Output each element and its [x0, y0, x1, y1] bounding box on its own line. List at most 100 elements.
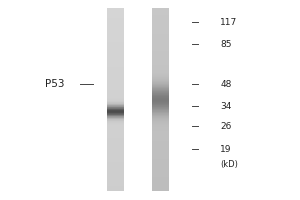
Text: 26: 26: [220, 122, 232, 131]
Bar: [107, 84, 124, 85]
Bar: [152, 88, 169, 89]
Bar: [107, 125, 124, 126]
Bar: [107, 8, 124, 9]
Bar: [107, 135, 124, 136]
Bar: [152, 184, 169, 185]
Bar: [152, 174, 169, 175]
Bar: [152, 25, 169, 26]
Bar: [107, 173, 124, 174]
Bar: [152, 71, 169, 72]
Bar: [107, 187, 124, 188]
Bar: [152, 87, 169, 88]
Bar: [107, 46, 124, 47]
Bar: [107, 65, 124, 66]
Bar: [107, 80, 124, 81]
Bar: [152, 110, 169, 111]
Bar: [107, 48, 124, 49]
Bar: [152, 64, 169, 65]
Bar: [107, 61, 124, 62]
Bar: [152, 99, 169, 100]
Bar: [107, 184, 124, 185]
Bar: [152, 85, 169, 86]
Bar: [152, 15, 169, 16]
Bar: [107, 96, 124, 97]
Bar: [152, 50, 169, 51]
Bar: [152, 81, 169, 82]
Bar: [107, 102, 124, 103]
Bar: [152, 150, 169, 151]
Bar: [107, 38, 124, 39]
Bar: [152, 178, 169, 179]
Bar: [152, 175, 169, 176]
Bar: [152, 30, 169, 31]
Bar: [152, 117, 169, 118]
Bar: [152, 169, 169, 170]
Bar: [152, 152, 169, 153]
Bar: [107, 64, 124, 65]
Bar: [152, 72, 169, 73]
Bar: [107, 62, 124, 63]
Bar: [107, 128, 124, 129]
Bar: [152, 24, 169, 25]
Bar: [107, 176, 124, 177]
Bar: [152, 114, 169, 115]
Bar: [152, 139, 169, 140]
Bar: [152, 44, 169, 45]
Bar: [152, 97, 169, 98]
Bar: [107, 177, 124, 178]
Bar: [152, 12, 169, 13]
Bar: [107, 168, 124, 169]
Bar: [107, 20, 124, 21]
Bar: [152, 58, 169, 59]
Bar: [107, 97, 124, 98]
Bar: [152, 133, 169, 134]
Bar: [152, 79, 169, 80]
Bar: [107, 57, 124, 58]
Bar: [107, 50, 124, 51]
Bar: [107, 85, 124, 86]
Bar: [152, 189, 169, 190]
Bar: [152, 60, 169, 61]
Bar: [152, 116, 169, 117]
Bar: [152, 21, 169, 22]
Bar: [107, 55, 124, 56]
Bar: [107, 147, 124, 148]
Bar: [152, 167, 169, 168]
Bar: [107, 121, 124, 122]
Bar: [152, 31, 169, 32]
Bar: [107, 28, 124, 29]
Bar: [152, 111, 169, 112]
Bar: [107, 83, 124, 84]
Bar: [152, 173, 169, 174]
Bar: [107, 167, 124, 168]
Bar: [152, 27, 169, 28]
Bar: [107, 139, 124, 140]
Bar: [107, 131, 124, 132]
Bar: [152, 46, 169, 47]
Bar: [107, 155, 124, 156]
Bar: [152, 167, 169, 168]
Bar: [107, 175, 124, 176]
Bar: [152, 142, 169, 143]
Bar: [152, 45, 169, 46]
Bar: [152, 92, 169, 93]
Bar: [152, 57, 169, 58]
Bar: [152, 53, 169, 54]
Bar: [152, 90, 169, 91]
Bar: [107, 18, 124, 19]
Bar: [152, 153, 169, 154]
Bar: [107, 137, 124, 138]
Bar: [152, 26, 169, 27]
Bar: [107, 164, 124, 165]
Bar: [152, 161, 169, 162]
Bar: [107, 94, 124, 95]
Bar: [107, 156, 124, 157]
Bar: [152, 86, 169, 87]
Bar: [152, 80, 169, 81]
Bar: [152, 176, 169, 177]
Bar: [152, 78, 169, 79]
Bar: [107, 141, 124, 142]
Bar: [107, 75, 124, 76]
Bar: [107, 11, 124, 12]
Bar: [152, 47, 169, 48]
